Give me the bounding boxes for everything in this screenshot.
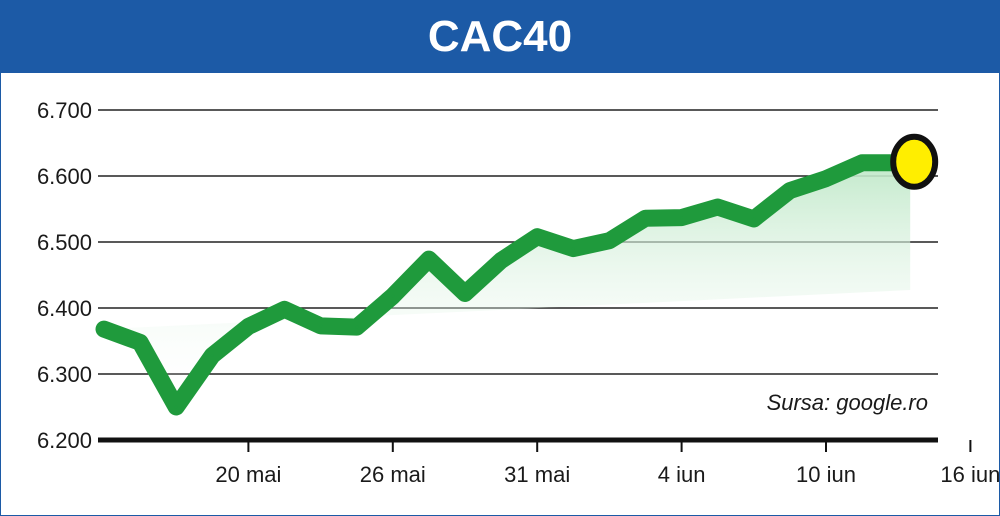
data-point [463,291,467,295]
x-tick-label: 16 iun [940,462,1000,487]
data-point [644,216,647,220]
series-line [95,154,917,416]
data-point [427,257,431,261]
y-tick-label: 6.300 [37,362,92,387]
y-tick-label: 6.600 [37,164,92,189]
series-line-group [95,154,917,416]
y-tick-labels: 6.200 6.300 6.400 6.500 6.600 6.700 [37,98,92,453]
y-tick-label: 6.200 [37,428,92,453]
data-point [319,324,323,328]
data-point [535,235,539,239]
area-fill-path [104,162,911,407]
data-point [283,307,286,311]
data-point [499,258,503,262]
data-point [102,327,106,331]
last-point-marker-group [890,133,939,190]
x-tick-label: 20 mai [215,462,281,487]
x-tick-label: 31 mai [504,462,570,487]
y-tick-label: 6.500 [37,230,92,255]
data-point [174,405,178,409]
y-tick-label: 6.400 [37,296,92,321]
data-point [788,189,792,193]
data-point [138,340,142,344]
data-point [680,216,684,220]
source-label: Sursa: google.ro [767,390,928,415]
data-point [355,325,359,329]
data-point [752,217,756,221]
x-tick-label: 10 iun [796,462,856,487]
data-point [391,294,395,298]
last-point-marker [890,133,939,190]
x-tick-label: 4 iun [658,462,706,487]
data-point [246,324,250,328]
x-tick-labels: 20 mai 26 mai 31 mai 4 iun 10 iun 16 iun [215,462,1000,487]
data-point [860,161,864,165]
area-fill [104,162,911,407]
data-point [571,247,575,251]
data-point [607,239,611,243]
y-tick-label: 6.700 [37,98,92,123]
chart-title: CAC40 [1,1,999,73]
data-point [210,354,214,358]
data-point [824,177,828,181]
x-tick-label: 26 mai [360,462,426,487]
x-axis [98,437,972,452]
data-point [716,205,720,209]
